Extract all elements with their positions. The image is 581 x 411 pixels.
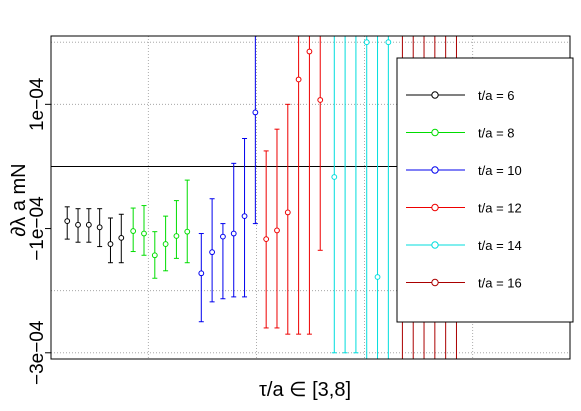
data-point xyxy=(198,270,205,277)
legend-label: t/a = 8 xyxy=(478,126,515,141)
y-axis: 1e−04 −1e−04 −3e−04 xyxy=(27,77,51,385)
data-point xyxy=(284,209,291,216)
data-point xyxy=(274,227,280,234)
legend-marker xyxy=(431,278,439,287)
data-point xyxy=(295,76,302,83)
data-point xyxy=(400,24,405,29)
legend-label: t/a = 14 xyxy=(478,238,522,253)
y-axis-title: ∂λ a mN xyxy=(8,163,30,236)
data-point xyxy=(317,97,324,103)
data-point xyxy=(241,213,248,220)
data-point xyxy=(343,24,348,29)
data-point xyxy=(184,228,191,235)
data-point xyxy=(363,39,370,46)
legend-box xyxy=(396,57,574,323)
data-point xyxy=(220,233,226,240)
data-point xyxy=(432,24,437,29)
data-point xyxy=(230,230,237,237)
data-point xyxy=(118,234,125,241)
data-point xyxy=(443,24,448,29)
legend-marker xyxy=(431,128,439,137)
data-point xyxy=(96,224,103,231)
data-point xyxy=(306,48,313,55)
data-point xyxy=(454,24,459,29)
x-axis-title: τ/a ∈ [3,8] xyxy=(259,379,351,401)
legend-label: t/a = 12 xyxy=(478,201,522,216)
data-point xyxy=(411,24,416,29)
legend-label: t/a = 16 xyxy=(478,276,522,291)
legend-label: t/a = 10 xyxy=(478,163,522,178)
data-point xyxy=(75,221,81,228)
series-t-a-12 xyxy=(263,36,324,335)
data-point xyxy=(209,249,216,256)
y-tick-label: 1e−04 xyxy=(27,77,48,131)
series-t-a-8 xyxy=(130,179,191,279)
data-point xyxy=(141,230,147,237)
data-point xyxy=(263,236,270,243)
series-t-a-14 xyxy=(331,24,392,359)
legend: t/a = 6 t/a = 8 t/a = 10 t/a = 12 t/a = 14 t/… xyxy=(396,57,574,323)
data-point xyxy=(173,233,180,239)
legend-marker xyxy=(431,166,439,174)
legend-marker xyxy=(431,91,439,99)
y-tick-label: −3e−04 xyxy=(27,320,48,385)
data-point xyxy=(331,174,338,180)
legend-marker xyxy=(431,241,439,249)
data-point xyxy=(354,24,359,29)
data-point xyxy=(130,228,137,234)
series-t-a-6 xyxy=(64,206,125,264)
data-point xyxy=(151,252,158,259)
data-point xyxy=(107,241,114,247)
series-t-a-10 xyxy=(198,36,259,323)
data-point xyxy=(385,39,392,46)
data-point xyxy=(85,221,92,228)
data-point xyxy=(64,218,71,225)
legend-label: t/a = 6 xyxy=(478,88,515,103)
data-point xyxy=(422,24,427,29)
data-point xyxy=(252,109,259,116)
y-tick-label: −1e−04 xyxy=(27,196,48,261)
data-point xyxy=(162,241,169,247)
legend-marker xyxy=(431,203,439,212)
data-point xyxy=(374,274,381,280)
